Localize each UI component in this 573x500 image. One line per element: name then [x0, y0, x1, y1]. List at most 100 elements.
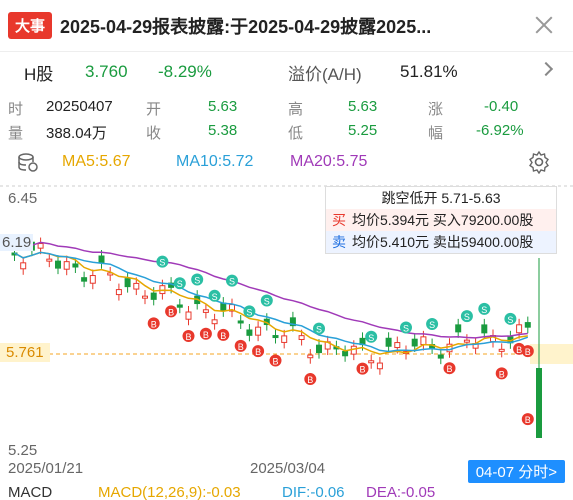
intraday-button[interactable]: 04-07 分时>	[467, 460, 565, 483]
candle	[98, 255, 105, 264]
buy-marker-dot	[521, 413, 534, 426]
close-icon[interactable]	[533, 14, 555, 36]
close-value: 5.38	[208, 122, 238, 139]
gear-icon[interactable]	[527, 150, 551, 174]
volume-value: 388.04万	[46, 125, 107, 142]
high-value: 5.63	[348, 98, 378, 115]
candle	[63, 261, 70, 270]
amp-label: 幅	[428, 125, 444, 142]
candle	[81, 277, 88, 282]
sell-marker: S	[229, 277, 235, 287]
buy-marker: B	[272, 356, 278, 366]
sell-marker: S	[429, 320, 435, 330]
buy-marker: B	[185, 332, 191, 342]
candle	[237, 320, 244, 324]
candle	[115, 289, 122, 296]
candle	[246, 329, 253, 336]
buy-text: 均价5.394元 买入79200.00股	[352, 212, 534, 228]
candle	[446, 343, 453, 353]
sell-marker-dot	[504, 312, 517, 325]
h-share-row[interactable]: H股 3.760 -8.29% 溢价(A/H) 51.81%	[0, 54, 573, 90]
sell-marker: S	[481, 305, 487, 315]
buy-marker: B	[238, 342, 244, 352]
buy-marker-dot	[252, 345, 265, 358]
candle	[55, 260, 61, 269]
sell-marker-dot	[478, 302, 491, 315]
change-value: -0.40	[484, 98, 519, 115]
h-share-price: 3.760	[85, 62, 128, 81]
candle	[420, 336, 427, 346]
candle	[46, 258, 53, 262]
tooltip-buy-row: 买均价5.394元 买入79200.00股	[326, 209, 556, 231]
buy-marker-dot	[356, 362, 369, 375]
x-start-label: 2025/01/21	[8, 460, 84, 477]
candle	[37, 243, 44, 249]
candle	[411, 338, 418, 347]
buy-marker: B	[525, 347, 531, 357]
buy-marker-dot	[443, 362, 456, 375]
candle	[368, 360, 375, 364]
candle	[211, 319, 218, 325]
candle	[298, 335, 305, 341]
candle	[342, 350, 349, 357]
buy-marker: B	[359, 365, 365, 375]
sell-marker: S	[368, 333, 374, 343]
change-label: 涨	[428, 101, 444, 118]
candle	[281, 335, 288, 343]
buy-marker: B	[255, 347, 261, 357]
news-banner[interactable]: 大事 2025-04-29报表披露:于2025-04-29披露2025...	[0, 0, 573, 52]
low-value: 5.25	[348, 122, 378, 139]
volume-label: 量	[8, 125, 24, 142]
sell-marker-dot	[400, 321, 412, 334]
trade-tooltip: 跳空低开 5.71-5.63 买均价5.394元 买入79200.00股 卖均价…	[325, 186, 557, 254]
candle	[220, 302, 227, 312]
candle	[185, 311, 192, 320]
time-value: 20250407	[46, 98, 113, 115]
macd-label[interactable]: MACD	[8, 484, 53, 500]
sell-marker-dot	[365, 330, 378, 343]
buy-marker-dot	[165, 305, 178, 318]
sell-marker-dot	[208, 289, 221, 302]
candle	[89, 275, 96, 284]
candle	[307, 354, 314, 359]
news-text[interactable]: 2025-04-29报表披露:于2025-04-29披露2025...	[60, 16, 432, 37]
macd-dea: DEA:-0.05	[366, 484, 436, 500]
sell-marker-dot	[173, 277, 186, 290]
candle	[72, 263, 79, 268]
sell-marker-dot	[460, 310, 473, 323]
premium-label: 溢价(A/H)	[288, 64, 362, 84]
candle	[437, 354, 444, 359]
y-max-label: 6.45	[8, 190, 38, 207]
buy-marker-dot	[269, 354, 282, 367]
candle	[124, 278, 131, 288]
candle	[498, 348, 505, 352]
sell-text: 均价5.410元 卖出59400.00股	[352, 234, 534, 250]
buy-marker-dot	[182, 329, 195, 342]
database-icon[interactable]	[17, 153, 39, 173]
sell-marker: S	[507, 315, 513, 325]
candle	[376, 362, 383, 370]
high-label: 高	[288, 101, 304, 118]
buy-marker: B	[499, 369, 505, 379]
sell-marker: S	[246, 307, 252, 317]
sell-marker-dot	[226, 274, 238, 287]
sell-marker: S	[177, 279, 183, 289]
buy-marker-dot	[217, 328, 230, 341]
price-band	[530, 344, 573, 364]
sell-marker: S	[464, 312, 470, 322]
sell-marker: S	[212, 292, 218, 302]
buy-marker-dot	[521, 345, 534, 358]
candle	[455, 324, 462, 333]
open-label: 开	[146, 101, 162, 118]
buy-marker: B	[516, 345, 522, 355]
chevron-right-icon[interactable]	[538, 61, 554, 77]
buy-marker-dot	[495, 367, 508, 380]
candle	[289, 317, 296, 327]
h-share-change: -8.29%	[158, 62, 212, 81]
ma20-value: MA20:5.75	[290, 153, 368, 170]
ma20-line	[14, 241, 528, 339]
sell-marker-dot	[313, 322, 325, 335]
candle	[516, 324, 523, 334]
